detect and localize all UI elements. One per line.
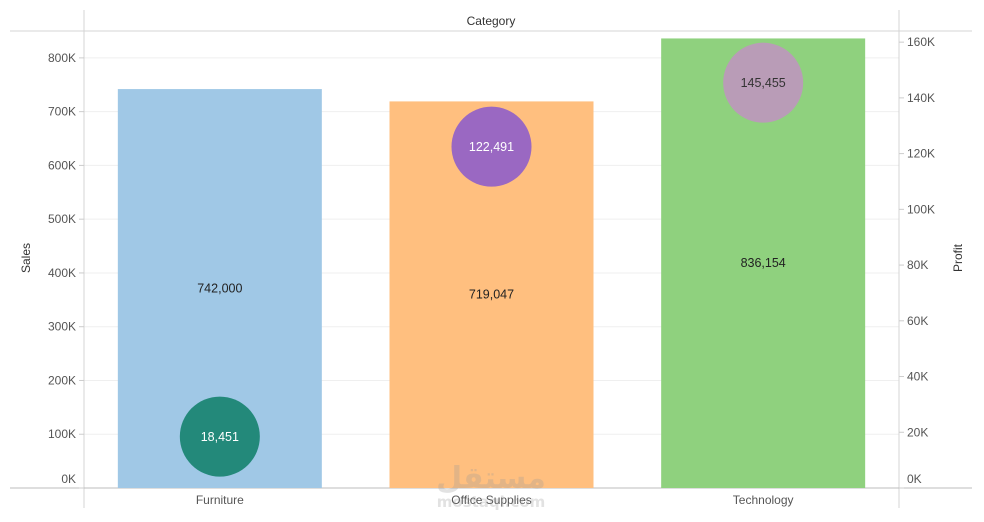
profit-circle-label: 18,451	[201, 430, 239, 444]
sales-tick-label: 300K	[48, 320, 76, 334]
category-label: Technology	[733, 493, 794, 507]
sales-bar-label: 742,000	[197, 282, 242, 296]
sales-tick-label: 100K	[48, 427, 76, 441]
sales-tick-label: 400K	[48, 266, 76, 280]
category-label: Office Supplies	[451, 493, 532, 507]
profit-tick-label: 120K	[907, 147, 935, 161]
profit-tick-label: 80K	[907, 258, 928, 272]
profit-tick-label: 0K	[907, 472, 922, 486]
sales-tick-label: 700K	[48, 105, 76, 119]
profit-circle	[451, 106, 532, 187]
profit-circle	[179, 396, 260, 477]
profit-circles: 18,451 122,491 145,455	[179, 42, 804, 477]
category-label: Furniture	[196, 493, 244, 507]
sales-tick-label: 600K	[48, 158, 76, 172]
watermark-arabic: مستقل	[436, 461, 546, 496]
sales-tick-label: 800K	[48, 51, 76, 65]
profit-tick-label: 60K	[907, 314, 928, 328]
profit-tick-label: 140K	[907, 91, 935, 105]
sales-tick-label: 0K	[61, 472, 76, 486]
category-header: Category	[467, 14, 516, 28]
profit-circle	[723, 42, 804, 123]
sales-axis: 0K 100K 200K 300K 400K 500K 600K 700K 800K	[48, 51, 84, 489]
sales-bar-label: 836,154	[741, 256, 786, 270]
sales-tick-label: 200K	[48, 373, 76, 387]
sales-tick-label: 500K	[48, 212, 76, 226]
profit-axis: 0K 20K 40K 60K 80K 100K 120K 140K 160K	[899, 35, 935, 489]
watermark: مستقل mostaql.com	[436, 461, 546, 511]
profit-tick-label: 20K	[907, 425, 928, 439]
profit-tick-label: 160K	[907, 35, 935, 49]
category-labels: Furniture Office Supplies Technology	[196, 493, 794, 507]
watermark-latin: mostaql.com	[437, 493, 546, 511]
profit-circle-label: 122,491	[469, 140, 514, 154]
sales-axis-title: Sales	[19, 243, 33, 273]
profit-tick-label: 40K	[907, 370, 928, 384]
profit-axis-title: Profit	[951, 243, 965, 272]
profit-tick-label: 100K	[907, 202, 935, 216]
profit-circle-label: 145,455	[741, 76, 786, 90]
sales-bar-label: 719,047	[469, 288, 514, 302]
